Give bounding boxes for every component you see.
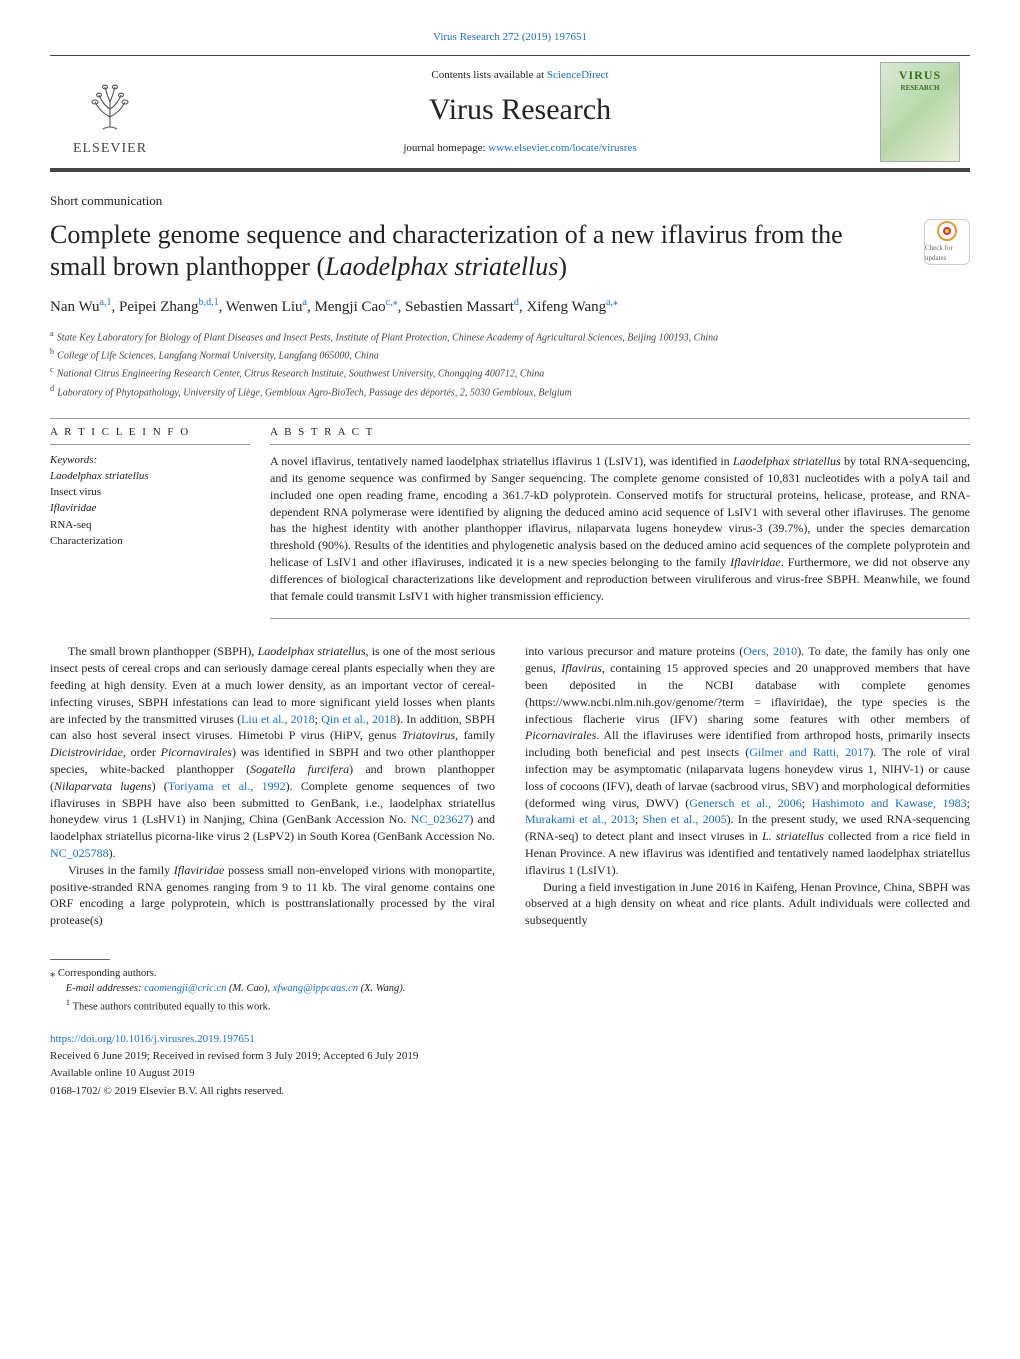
check-updates-label: Check for updates	[925, 244, 969, 264]
footer-separator	[50, 959, 110, 960]
footer-notes: ⁎ Corresponding authors. E-mail addresse…	[50, 966, 970, 1016]
keyword-item: Laodelphax striatellus	[50, 469, 250, 484]
citation-link[interactable]: Genersch et al., 2006	[689, 796, 802, 810]
journal-cover: VIRUS RESEARCH	[880, 62, 960, 162]
email-link[interactable]: caomengji@cric.cn	[144, 983, 226, 994]
abstract-heading: A B S T R A C T	[270, 425, 970, 445]
accession-link[interactable]: NC_023627	[411, 812, 470, 826]
author-2: Peipei Zhang	[119, 299, 199, 315]
keyword-item: Insect virus	[50, 485, 250, 500]
keyword-item: Iflaviridae	[50, 501, 250, 516]
body-paragraph: The small brown planthopper (SBPH), Laod…	[50, 643, 495, 861]
author-4-aff[interactable]: c,⁎	[386, 297, 398, 308]
check-updates-badge[interactable]: Check for updates	[924, 219, 970, 265]
title-species: Laodelphax striatellus	[325, 252, 558, 281]
author-2-aff[interactable]: b,d,1	[199, 297, 219, 308]
left-column: The small brown planthopper (SBPH), Laod…	[50, 643, 495, 929]
journal-name: Virus Research	[170, 89, 870, 131]
contents-line: Contents lists available at ScienceDirec…	[170, 68, 870, 83]
right-column: into various precursor and mature protei…	[525, 643, 970, 929]
article-info-heading: A R T I C L E I N F O	[50, 425, 250, 445]
citation-link[interactable]: Oers, 2010	[743, 644, 797, 658]
available-line: Available online 10 August 2019	[50, 1066, 970, 1081]
doi-link[interactable]: https://doi.org/10.1016/j.virusres.2019.…	[50, 1033, 255, 1045]
cover-thumbnail: VIRUS RESEARCH	[870, 62, 970, 162]
citation-link[interactable]: Hashimoto and Kawase, 1983	[812, 796, 967, 810]
author-3: Wenwen Liu	[226, 299, 303, 315]
email-link[interactable]: xfwang@ippcaas.cn	[273, 983, 358, 994]
affiliation-b: bCollege of Life Sciences, Langfang Norm…	[50, 346, 970, 363]
abstract-text: A novel iflavirus, tentatively named lao…	[270, 453, 970, 619]
citation-link[interactable]: Qin et al., 2018	[321, 712, 396, 726]
affiliation-d: dLaboratory of Phytopathology, Universit…	[50, 383, 970, 400]
title-post: )	[558, 252, 567, 281]
cover-subtitle: RESEARCH	[901, 84, 940, 94]
body-paragraph: Viruses in the family Iflaviridae posses…	[50, 862, 495, 929]
affiliations: aState Key Laboratory for Biology of Pla…	[50, 328, 970, 400]
body-columns: The small brown planthopper (SBPH), Laod…	[50, 643, 970, 929]
author-1: Nan Wu	[50, 299, 100, 315]
citation-link[interactable]: Liu et al., 2018	[241, 712, 315, 726]
affiliation-c: cNational Citrus Engineering Research Ce…	[50, 364, 970, 381]
affiliation-a: aState Key Laboratory for Biology of Pla…	[50, 328, 970, 345]
author-4: Mengji Cao	[314, 299, 385, 315]
masthead: ELSEVIER Contents lists available at Sci…	[50, 55, 970, 172]
author-6-aff[interactable]: a,⁎	[606, 297, 618, 308]
body-paragraph: into various precursor and mature protei…	[525, 643, 970, 878]
section-type: Short communication	[50, 192, 970, 210]
received-line: Received 6 June 2019; Received in revise…	[50, 1049, 970, 1064]
citation-link[interactable]: Gilmer and Ratti, 2017	[749, 745, 869, 759]
doi-line: https://doi.org/10.1016/j.virusres.2019.…	[50, 1030, 970, 1047]
publisher-label: ELSEVIER	[73, 139, 147, 159]
author-5-aff[interactable]: d	[514, 297, 519, 308]
corresponding-note: ⁎ Corresponding authors.	[50, 966, 970, 982]
elsevier-tree-icon	[75, 67, 145, 137]
running-header: Virus Research 272 (2019) 197651	[50, 30, 970, 45]
cover-title: VIRUS	[899, 67, 941, 84]
citation-link[interactable]: Murakami et al., 2013	[525, 812, 635, 826]
author-1-aff[interactable]: a,1	[100, 297, 112, 308]
author-5: Sebastien Massart	[405, 299, 514, 315]
accession-link[interactable]: NC_025788	[50, 846, 109, 860]
citation-link[interactable]: Shen et al., 2005	[643, 812, 727, 826]
running-header-link[interactable]: Virus Research 272 (2019) 197651	[433, 31, 587, 43]
publisher-block: ELSEVIER	[50, 67, 170, 159]
sciencedirect-link[interactable]: ScienceDirect	[547, 69, 609, 81]
equal-note: 1 These authors contributed equally to t…	[50, 996, 970, 1015]
homepage-prefix: journal homepage:	[403, 142, 488, 154]
author-3-aff[interactable]: a	[302, 297, 306, 308]
masthead-center: Contents lists available at ScienceDirec…	[170, 68, 870, 157]
keywords-list: Laodelphax striatellus Insect virus Ifla…	[50, 469, 250, 550]
keyword-item: Characterization	[50, 534, 250, 549]
citation-link[interactable]: Toriyama et al., 1992	[168, 779, 286, 793]
article-info: A R T I C L E I N F O Keywords: Laodelph…	[50, 425, 270, 620]
email-line: E-mail addresses: caomengji@cric.cn (M. …	[50, 982, 970, 997]
check-updates-icon	[936, 220, 958, 242]
body-paragraph: During a field investigation in June 201…	[525, 879, 970, 929]
homepage-line: journal homepage: www.elsevier.com/locat…	[170, 141, 870, 156]
authors: Nan Wua,1, Peipei Zhangb,d,1, Wenwen Liu…	[50, 296, 970, 318]
homepage-link[interactable]: www.elsevier.com/locate/virusres	[488, 142, 636, 154]
keyword-item: RNA-seq	[50, 518, 250, 533]
abstract: A B S T R A C T A novel iflavirus, tenta…	[270, 425, 970, 620]
author-6: Xifeng Wang	[526, 299, 606, 315]
copyright-line: 0168-1702/ © 2019 Elsevier B.V. All righ…	[50, 1084, 970, 1099]
keywords-label: Keywords:	[50, 453, 250, 468]
contents-prefix: Contents lists available at	[431, 69, 546, 81]
article-title: Complete genome sequence and characteriz…	[50, 219, 924, 284]
